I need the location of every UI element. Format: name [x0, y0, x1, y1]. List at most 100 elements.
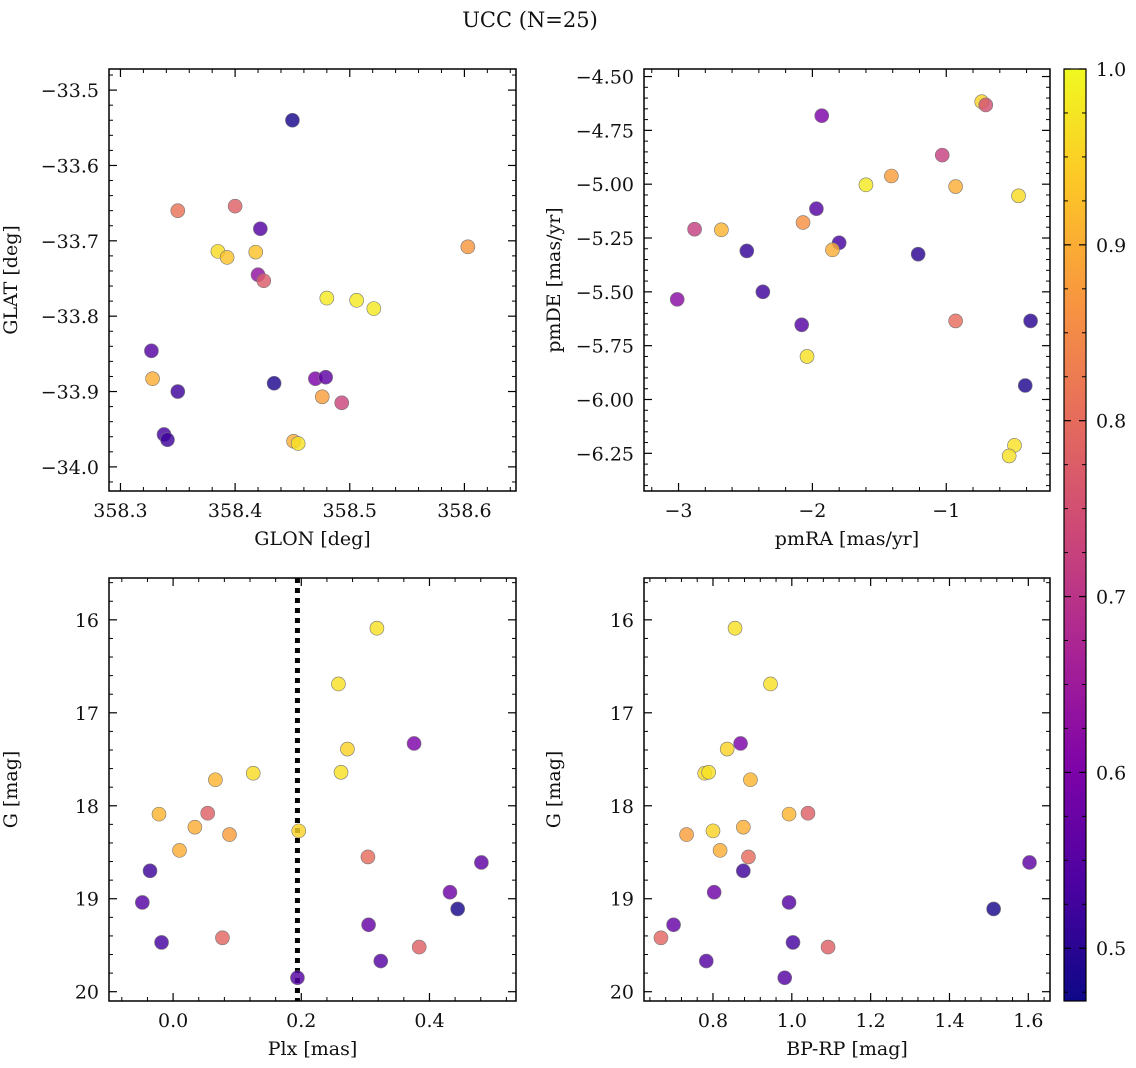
data-point: [256, 273, 272, 289]
data-point: [172, 843, 187, 858]
data-point: [763, 676, 778, 692]
data-point: [135, 895, 150, 910]
colorbar-tick-label: 0.8: [1096, 411, 1126, 433]
data-point: [314, 389, 330, 405]
data-point: [698, 953, 714, 969]
y-tick-label: −5.00: [576, 174, 634, 196]
data-point: [986, 901, 1001, 917]
data-point: [474, 855, 489, 870]
data-point: [145, 371, 160, 387]
data-point: [714, 222, 729, 238]
data-point: [450, 901, 465, 917]
data-point: [442, 884, 458, 900]
y-tick-label: −6.00: [576, 389, 634, 411]
x-axis-label: pmRA [mas/yr]: [775, 528, 919, 550]
data-point: [333, 765, 349, 780]
colorbar-tick-label: 0.9: [1096, 235, 1126, 257]
data-point: [719, 741, 735, 757]
y-tick-label: −4.75: [576, 120, 634, 142]
data-point: [736, 819, 751, 835]
data-point: [743, 772, 758, 788]
colorbar-gradient: [1063, 68, 1087, 1002]
data-point: [795, 215, 811, 230]
colorbar-tick-label: 0.6: [1096, 762, 1126, 784]
data-point: [215, 930, 230, 946]
data-point: [814, 108, 830, 124]
colorbar-tick-label: 1.0: [1096, 59, 1126, 81]
y-tick-label: 20: [75, 982, 99, 1004]
y-tick-label: 18: [610, 796, 634, 818]
y-axis-label: pmDE [mas/yr]: [543, 207, 565, 352]
panel-1: 358.3 358.4 358.5 358.6 −33.5 −33.6 −33.7 −33.8…: [0, 68, 517, 550]
data-point: [978, 97, 994, 113]
y-tick-label: −33.8: [41, 306, 99, 328]
y-tick-label: −33.9: [41, 382, 99, 404]
y-tick-label: −33.5: [41, 80, 99, 102]
data-point: [820, 939, 836, 955]
data-point: [291, 823, 307, 839]
data-point: [144, 343, 159, 359]
data-point: [712, 843, 728, 858]
axes-frame: [108, 577, 517, 1002]
y-tick-label: 20: [610, 982, 634, 1004]
data-point: [319, 290, 335, 306]
data-point: [227, 198, 243, 214]
x-tick-label: 358.6: [437, 500, 491, 522]
y-tick-label: −5.75: [576, 336, 634, 358]
data-point: [781, 806, 797, 822]
data-point: [755, 284, 771, 300]
x-axis-label: GLON [deg]: [254, 528, 370, 550]
y-tick-label: −4.50: [576, 67, 634, 89]
data-point: [809, 201, 824, 217]
data-point: [349, 293, 364, 308]
y-tick-label: −33.7: [41, 231, 99, 253]
x-tick-label: 358.4: [208, 500, 262, 522]
y-tick-label: −5.25: [576, 228, 634, 250]
data-point: [739, 243, 755, 259]
data-point: [160, 432, 175, 448]
colorbar-tick-label: 0.7: [1096, 587, 1126, 609]
y-tick-label: 17: [75, 703, 99, 725]
y-tick-label: 18: [75, 796, 99, 818]
data-point: [910, 246, 926, 262]
x-tick-label: 358.3: [93, 500, 147, 522]
y-tick-label: 16: [75, 610, 99, 632]
data-point: [785, 935, 801, 950]
y-tick-label: −33.6: [41, 155, 99, 177]
data-point: [1001, 448, 1017, 464]
data-point: [706, 884, 722, 900]
y-tick-label: 19: [75, 889, 99, 911]
figure-title: UCC (N=25): [462, 8, 598, 32]
data-point: [669, 292, 685, 307]
x-tick-label: 1.6: [1013, 1010, 1043, 1032]
data-point: [411, 939, 427, 955]
data-point: [285, 112, 300, 128]
data-point: [736, 863, 751, 879]
panel-2: −3 −2 −1 −4.50 −4.75 −5.00 −5.25 −5.50 −5.75 −6.0…: [543, 67, 1051, 550]
data-point: [334, 395, 350, 411]
data-point: [151, 806, 167, 822]
data-point: [948, 179, 963, 194]
y-tick-label: 16: [610, 610, 634, 632]
x-axis-label: Plx [mas]: [268, 1038, 358, 1060]
data-point: [208, 772, 223, 788]
data-point: [800, 805, 816, 821]
x-tick-label: 358.5: [323, 500, 377, 522]
data-point: [799, 349, 815, 364]
y-tick-label: 19: [610, 889, 634, 911]
data-point: [934, 147, 950, 163]
data-point: [858, 177, 874, 193]
y-axis-label: G [mag]: [0, 751, 22, 829]
x-tick-label: −2: [798, 500, 826, 522]
y-axis-label: GLAT [deg]: [0, 225, 22, 335]
data-point: [366, 301, 382, 316]
data-point: [253, 221, 268, 237]
data-point: [825, 242, 840, 258]
y-axis-label: G [mag]: [543, 751, 565, 829]
data-point: [369, 620, 385, 636]
data-point: [318, 369, 333, 385]
data-point: [741, 849, 756, 865]
x-tick-label: 1.4: [934, 1010, 964, 1032]
data-point: [705, 823, 721, 839]
data-point: [701, 765, 716, 780]
